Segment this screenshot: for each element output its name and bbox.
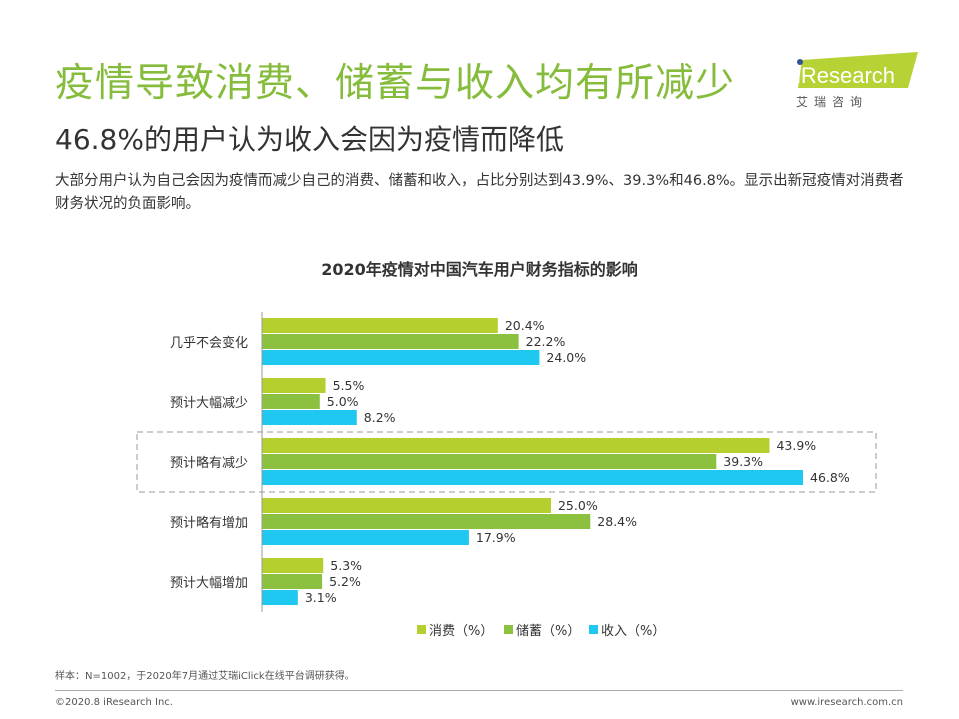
data-label: 5.2% xyxy=(329,574,361,589)
copyright: ©2020.8 iResearch Inc. xyxy=(55,697,173,708)
category-label: 几乎不会变化 xyxy=(170,335,248,351)
bar xyxy=(262,498,551,513)
data-label: 17.9% xyxy=(476,530,516,545)
legend-label: 储蓄（%） xyxy=(516,624,581,639)
bar xyxy=(262,334,519,349)
data-label: 20.4% xyxy=(505,318,545,333)
bar xyxy=(262,410,357,425)
bar xyxy=(262,454,717,469)
bar xyxy=(262,318,498,333)
category-label: 预计略有增加 xyxy=(170,515,248,531)
svg-text:iResearch: iResearch xyxy=(796,63,895,88)
sample-note: 样本：N=1002，于2020年7月通过艾瑞iClick在线平台调研获得。 xyxy=(55,671,355,682)
bar xyxy=(262,350,540,365)
website-link[interactable]: www.iresearch.com.cn xyxy=(790,697,903,708)
data-label: 3.1% xyxy=(305,590,337,605)
bar xyxy=(262,530,469,545)
data-label: 43.9% xyxy=(776,438,816,453)
chart-title: 2020年疫情对中国汽车用户财务指标的影响 xyxy=(321,260,638,279)
legend-swatch xyxy=(417,625,426,634)
page-title: 疫情导致消费、储蓄与收入均有所减少 xyxy=(55,61,736,106)
data-label: 28.4% xyxy=(597,514,637,529)
bar xyxy=(262,514,591,529)
iresearch-logo: iResearch 艾瑞咨询 xyxy=(796,52,918,109)
category-label: 预计大幅增加 xyxy=(170,576,248,591)
data-label: 46.8% xyxy=(810,470,850,485)
legend-item-savings: 储蓄（%） xyxy=(504,620,580,639)
svg-text:艾瑞咨询: 艾瑞咨询 xyxy=(796,94,868,109)
category-label: 预计大幅减少 xyxy=(170,396,248,411)
description: 大部分用户认为自己会因为疫情而减少自己的消费、储蓄和收入，占比分别达到43.9%… xyxy=(55,173,904,212)
data-label: 24.0% xyxy=(546,350,586,365)
page-subtitle: 46.8%的用户认为收入会因为疫情而降低 xyxy=(55,123,564,156)
legend-item-income: 收入（%） xyxy=(589,620,665,639)
bar xyxy=(262,470,803,485)
category-label: 预计略有减少 xyxy=(170,455,248,471)
data-label: 8.2% xyxy=(364,410,396,425)
bar xyxy=(262,558,324,573)
legend-label: 收入（%） xyxy=(601,624,666,639)
data-label: 25.0% xyxy=(558,498,598,513)
legend-item-consumption: 消费（%） xyxy=(417,620,493,639)
bar xyxy=(262,394,320,409)
legend-swatch xyxy=(504,625,513,634)
divider xyxy=(55,690,903,691)
legend-swatch xyxy=(589,625,598,634)
bar xyxy=(262,378,326,393)
data-label: 22.2% xyxy=(526,334,566,349)
data-label: 5.0% xyxy=(327,394,359,409)
legend-label: 消费（%） xyxy=(429,624,494,639)
data-label: 39.3% xyxy=(723,454,763,469)
data-label: 5.3% xyxy=(330,558,362,573)
data-label: 5.5% xyxy=(333,378,365,393)
bar xyxy=(262,574,323,589)
bar xyxy=(262,438,770,453)
bar xyxy=(262,590,298,605)
